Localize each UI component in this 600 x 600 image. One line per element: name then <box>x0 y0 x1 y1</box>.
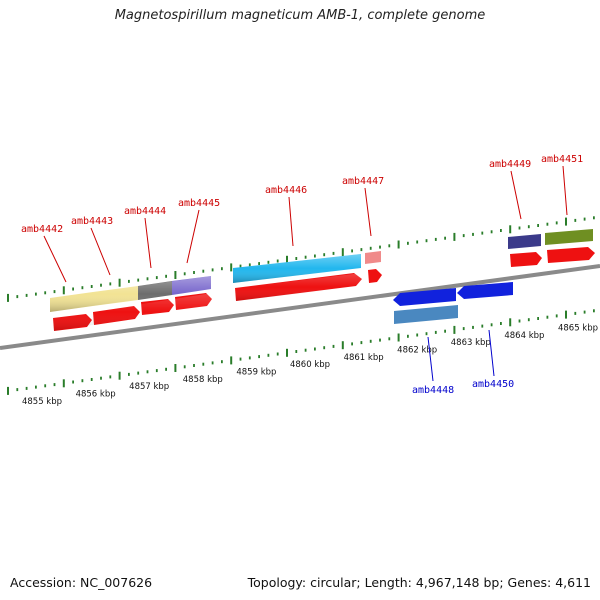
scale-label: 4862 kbp <box>397 346 437 356</box>
gene-label-amb4442[interactable]: amb4442 <box>21 224 63 235</box>
scale-label: 4863 kbp <box>451 338 491 348</box>
cds-arrow-amb4449[interactable] <box>510 252 542 267</box>
lower-scale-ticks <box>7 309 595 395</box>
feature-bar-amb4451[interactable] <box>545 229 593 245</box>
feature-bar-amb4448[interactable] <box>394 305 458 324</box>
upper-scale-ticks <box>7 216 595 302</box>
gene-labels: amb4442 amb4443 amb4444 amb4445 amb4446 … <box>21 154 583 396</box>
cds-arrow-amb4451[interactable] <box>547 247 595 263</box>
cds-arrow-amb4450[interactable] <box>457 282 513 299</box>
scale-label: 4865 kbp <box>558 324 598 334</box>
scale-label: 4859 kbp <box>236 368 276 378</box>
gene-label-amb4446[interactable]: amb4446 <box>265 185 307 196</box>
gene-label-amb4449[interactable]: amb4449 <box>489 159 531 170</box>
accession-text: Accession: NC_007626 <box>10 575 153 590</box>
gene-label-amb4451[interactable]: amb4451 <box>541 154 583 165</box>
scale-label: 4864 kbp <box>504 331 544 341</box>
scale-label: 4855 kbp <box>22 397 62 407</box>
scale-label: 4860 kbp <box>290 360 330 370</box>
topology-text: Topology: circular; Length: 4,967,148 bp… <box>247 575 591 590</box>
scale-label: 4858 kbp <box>183 375 223 385</box>
scale-label: 4857 kbp <box>129 382 169 392</box>
scale-labels: 4855 kbp 4856 kbp 4857 kbp 4858 kbp 4859 kbp… <box>22 324 598 407</box>
gene-label-amb4444[interactable]: amb4444 <box>124 206 166 217</box>
gene-label-amb4450[interactable]: amb4450 <box>472 379 514 390</box>
cds-arrow-amb4448[interactable] <box>393 288 456 306</box>
gene-label-amb4443[interactable]: amb4443 <box>71 216 113 227</box>
gene-label-amb4447[interactable]: amb4447 <box>342 176 384 187</box>
scale-label: 4856 kbp <box>76 389 116 399</box>
feature-bar-amb4449[interactable] <box>508 234 541 249</box>
gene-label-amb4448[interactable]: amb4448 <box>412 385 454 396</box>
cds-arrow-amb4447[interactable] <box>368 269 382 283</box>
reverse-cds-track <box>393 282 513 306</box>
genome-backbone <box>0 264 600 350</box>
scale-label: 4861 kbp <box>344 353 384 363</box>
forward-cds-track <box>53 247 595 331</box>
feature-track <box>50 229 593 324</box>
feature-bar-amb4447[interactable] <box>365 251 381 264</box>
gene-label-amb4445[interactable]: amb4445 <box>178 198 220 209</box>
map-title: Magnetospirillum magneticum AMB-1, compl… <box>114 8 486 23</box>
label-leaders <box>43 165 568 382</box>
